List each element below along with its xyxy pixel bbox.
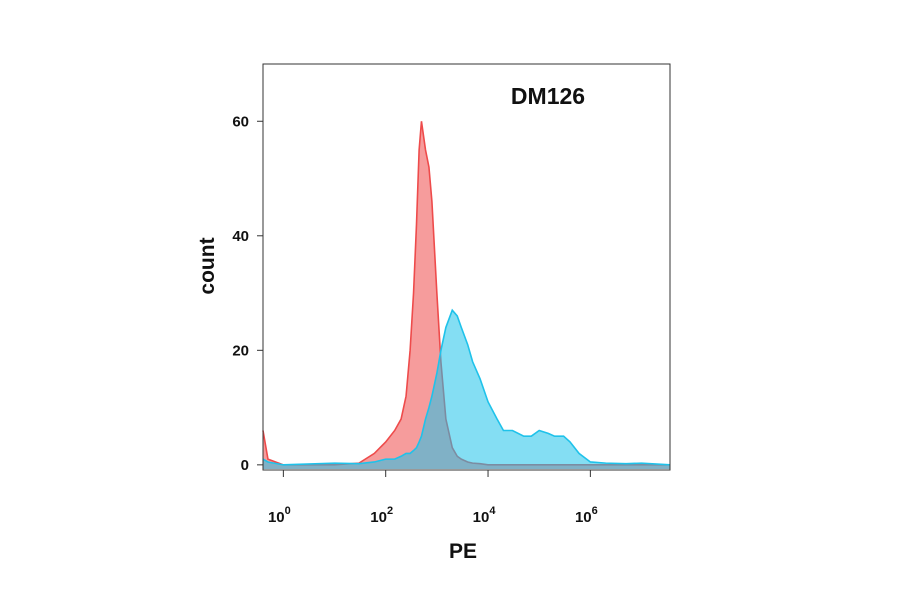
series-line	[262, 308, 671, 466]
y-axis-label: count	[196, 237, 219, 294]
y-tick-label: 20	[232, 342, 249, 359]
x-tick-exponent: 0	[285, 505, 291, 517]
y-tick-label: 60	[232, 113, 249, 130]
x-tick-exponent: 2	[387, 505, 393, 517]
x-tick-label: 106	[575, 505, 598, 526]
x-tick-base: 10	[370, 509, 387, 526]
x-tick-label: 102	[370, 505, 393, 526]
x-tick-exponent: 4	[489, 505, 496, 517]
area-fill	[263, 310, 670, 469]
y-tick-label: 40	[232, 228, 249, 245]
x-tick-exponent: 6	[592, 505, 598, 517]
x-tick-base: 10	[575, 509, 592, 526]
chart-title: DM126	[511, 83, 585, 109]
x-tick-base: 10	[473, 509, 490, 526]
x-tick-label: 100	[268, 505, 291, 526]
y-tick-label: 0	[241, 457, 249, 474]
x-tick-base: 10	[268, 509, 285, 526]
x-tick-label: 104	[473, 505, 497, 526]
plot-frame	[262, 63, 671, 471]
x-axis-label: PE	[449, 540, 477, 563]
